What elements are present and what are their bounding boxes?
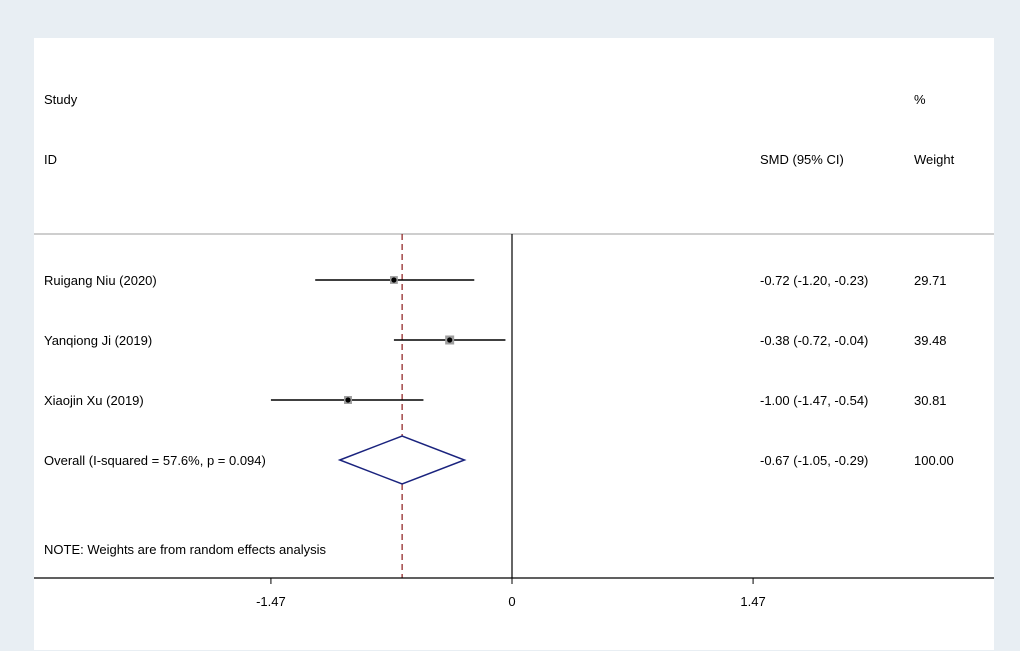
plot-layer: Ruigang Niu (2020) -0.72 (-1.20, -0.23) 29… bbox=[34, 234, 994, 609]
forest-plot-panel: Study ID SMD (95% CI) % Weight Ruigang N… bbox=[34, 38, 994, 650]
ci-text: -0.72 (-1.20, -0.23) bbox=[760, 273, 868, 288]
overall-weight-text: 100.00 bbox=[914, 453, 954, 468]
x-tick-label: -1.47 bbox=[256, 594, 286, 609]
x-tick-label: 1.47 bbox=[740, 594, 765, 609]
overall-ci-text: -0.67 (-1.05, -0.29) bbox=[760, 453, 868, 468]
header-percent: % bbox=[914, 92, 926, 107]
weight-text: 29.71 bbox=[914, 273, 947, 288]
header-weight: Weight bbox=[914, 152, 955, 167]
header-study: Study bbox=[44, 92, 78, 107]
study-label: Yanqiong Ji (2019) bbox=[44, 333, 152, 348]
weight-text: 39.48 bbox=[914, 333, 947, 348]
ci-text: -1.00 (-1.47, -0.54) bbox=[760, 393, 868, 408]
point-estimate bbox=[447, 337, 453, 343]
overall-diamond bbox=[337, 435, 467, 485]
study-label: Ruigang Niu (2020) bbox=[44, 273, 157, 288]
weight-text: 30.81 bbox=[914, 393, 947, 408]
point-estimate bbox=[391, 277, 397, 283]
note-text: NOTE: Weights are from random effects an… bbox=[44, 542, 327, 557]
x-tick-label: 0 bbox=[508, 594, 515, 609]
point-estimate bbox=[345, 397, 351, 403]
forest-plot: Study ID SMD (95% CI) % Weight Ruigang N… bbox=[34, 92, 994, 609]
ci-text: -0.38 (-0.72, -0.04) bbox=[760, 333, 868, 348]
study-label: Xiaojin Xu (2019) bbox=[44, 393, 144, 408]
header-id: ID bbox=[44, 152, 57, 167]
overall-label: Overall (I-squared = 57.6%, p = 0.094) bbox=[44, 453, 266, 468]
header-smd: SMD (95% CI) bbox=[760, 152, 844, 167]
